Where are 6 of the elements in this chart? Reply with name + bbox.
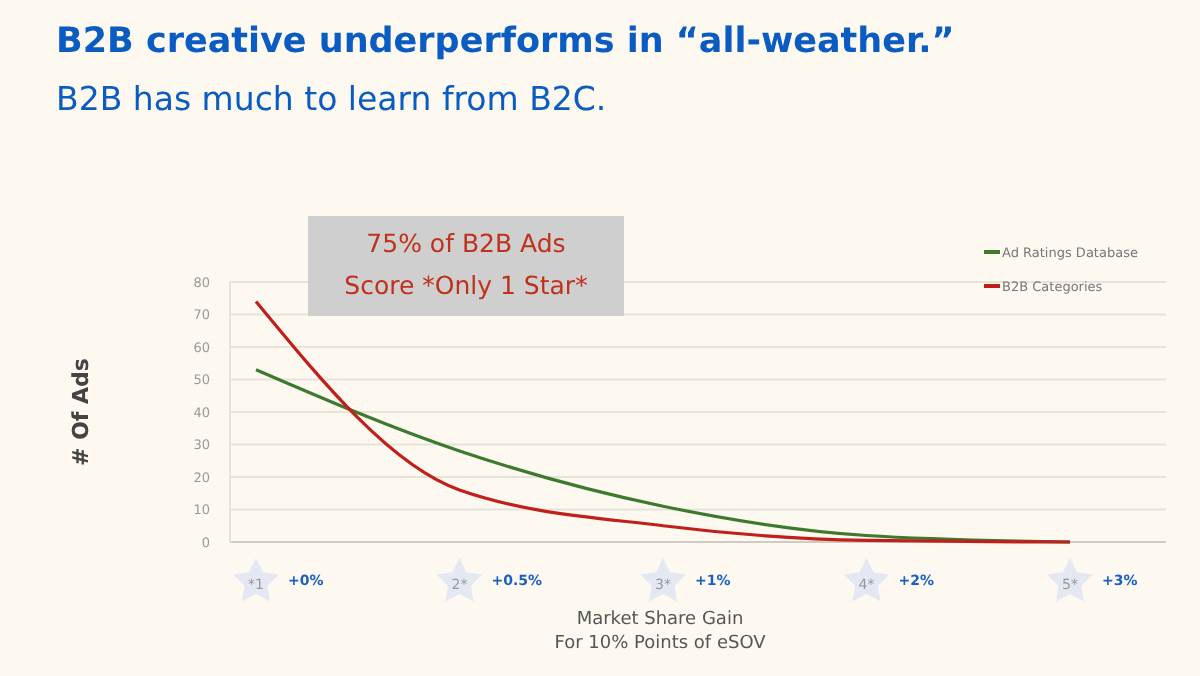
line-series — [254, 299, 1072, 544]
annotation: 75% of B2B Ads Score *Only 1 Star* — [344, 228, 588, 300]
x-axis-title: Market Share Gain For 10% Points of eSOV — [554, 610, 768, 654]
y-axis-title: # Of Ads — [68, 357, 94, 466]
chart-title: B2B creative underperforms in “all-weather.” — [56, 22, 955, 62]
chart-subtitle: B2B has much to learn from B2C. — [56, 80, 607, 118]
